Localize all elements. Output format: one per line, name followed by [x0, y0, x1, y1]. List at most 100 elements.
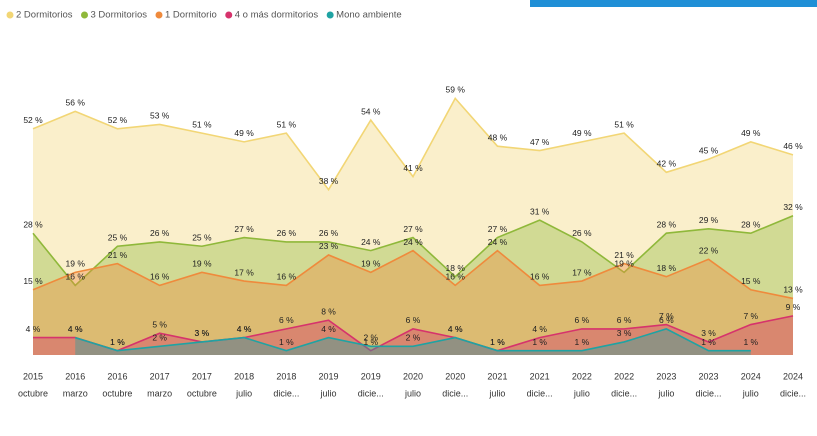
- x-tick-label: julio: [320, 388, 337, 398]
- x-tick-label: 2018: [276, 371, 296, 381]
- data-label: 2 %: [406, 333, 421, 343]
- data-label: 2 %: [363, 333, 378, 343]
- legend-label: 2 Dormitorios: [16, 10, 73, 21]
- data-label: 1 %: [490, 337, 505, 347]
- header-bar: [530, 0, 817, 7]
- x-tick-label: dicie...: [611, 388, 637, 398]
- data-label: 26 %: [572, 228, 592, 238]
- data-label: 4 %: [448, 324, 463, 334]
- data-label: 1 %: [743, 337, 758, 347]
- x-tick-label: julio: [404, 388, 421, 398]
- data-label: 17 %: [234, 267, 254, 277]
- data-label: 32 %: [783, 202, 803, 212]
- data-label: 4 %: [532, 324, 547, 334]
- data-label: 21 %: [108, 250, 128, 260]
- x-tick-label: 2023: [656, 371, 676, 381]
- data-label: 1 %: [701, 337, 716, 347]
- data-label: 16 %: [277, 272, 297, 282]
- data-label: 24 %: [403, 237, 423, 247]
- data-label: 5 %: [152, 320, 167, 330]
- data-label: 6 %: [659, 315, 674, 325]
- data-label: 29 %: [699, 215, 719, 225]
- data-label: 6 %: [617, 315, 632, 325]
- x-tick-label: 2016: [65, 371, 85, 381]
- x-tick-label: 2020: [445, 371, 465, 381]
- data-label: 52 %: [108, 115, 128, 125]
- x-tick-label: dicie...: [273, 388, 299, 398]
- data-label: 16 %: [66, 272, 86, 282]
- x-tick-label: julio: [235, 388, 252, 398]
- data-label: 24 %: [488, 237, 508, 247]
- data-label: 1 %: [279, 337, 294, 347]
- data-label: 42 %: [657, 159, 677, 169]
- data-label: 3 %: [195, 328, 210, 338]
- data-label: 1 %: [575, 337, 590, 347]
- legend-label: 1 Dormitorio: [165, 10, 217, 21]
- data-label: 27 %: [403, 224, 423, 234]
- line: [32, 215, 794, 287]
- data-label: 4 %: [237, 324, 252, 334]
- area: [33, 98, 793, 355]
- x-tick-label: 2018: [234, 371, 254, 381]
- data-label: 16 %: [150, 272, 170, 282]
- data-label: 4 %: [321, 324, 336, 334]
- data-label: 7 %: [743, 311, 758, 321]
- data-label: 46 %: [783, 141, 803, 151]
- x-tick-label: dicie...: [442, 388, 468, 398]
- x-tick-label: 2017: [192, 371, 212, 381]
- data-label: 4 %: [237, 324, 252, 334]
- x-tick-label: dicie...: [780, 388, 806, 398]
- data-label: 26 %: [319, 228, 339, 238]
- data-label: 16 %: [446, 272, 466, 282]
- data-label: 41 %: [403, 163, 423, 173]
- data-label: 6 %: [575, 315, 590, 325]
- data-label: 1 %: [110, 337, 125, 347]
- data-label: 51 %: [192, 119, 212, 129]
- data-label: 15 %: [23, 276, 43, 286]
- data-label: 4 %: [26, 324, 41, 334]
- x-tick-label: 2017: [150, 371, 170, 381]
- x-tick-label: octubre: [187, 388, 217, 398]
- data-label: 1 %: [532, 337, 547, 347]
- x-tick-label: 2020: [403, 371, 423, 381]
- data-label: 56 %: [66, 98, 86, 108]
- data-label: 22 %: [699, 246, 719, 256]
- data-label: 8 %: [321, 306, 336, 316]
- data-label: 23 %: [319, 241, 339, 251]
- data-label: 2 %: [152, 333, 167, 343]
- data-label: 4 %: [68, 324, 83, 334]
- data-label: 51 %: [277, 119, 297, 129]
- x-tick-label: julio: [742, 388, 759, 398]
- data-label: 6 %: [406, 315, 421, 325]
- data-label: 24 %: [361, 237, 381, 247]
- legend-marker: [326, 11, 334, 19]
- data-label: 26 %: [277, 228, 297, 238]
- data-label: 1 %: [490, 337, 505, 347]
- data-label: 25 %: [192, 233, 212, 243]
- x-tick-label: 2022: [572, 371, 592, 381]
- legend-label: 4 o más dormitorios: [235, 10, 319, 21]
- data-label: 47 %: [530, 137, 550, 147]
- data-label: 1 %: [363, 337, 378, 347]
- data-label: 51 %: [614, 119, 634, 129]
- x-tick-label: 2021: [487, 371, 507, 381]
- x-tick-label: dicie...: [358, 388, 384, 398]
- data-label: 49 %: [572, 128, 592, 138]
- x-tick-label: 2023: [699, 371, 719, 381]
- data-label: 19 %: [66, 259, 86, 269]
- x-tick-label: octubre: [102, 388, 132, 398]
- x-tick-label: julio: [657, 388, 674, 398]
- x-tick-label: 2019: [361, 371, 381, 381]
- x-tick-label: 2024: [741, 371, 761, 381]
- legend-marker: [155, 11, 163, 19]
- legend-marker: [81, 11, 88, 19]
- data-label: 26 %: [150, 228, 170, 238]
- data-label: 21 %: [614, 250, 634, 260]
- data-label: 6 %: [279, 315, 294, 325]
- data-label: 28 %: [23, 219, 43, 229]
- data-label: 54 %: [361, 106, 381, 116]
- legend-label: 3 Dormitorios: [91, 10, 148, 21]
- data-label: 3 %: [701, 328, 716, 338]
- data-label: 59 %: [446, 85, 466, 95]
